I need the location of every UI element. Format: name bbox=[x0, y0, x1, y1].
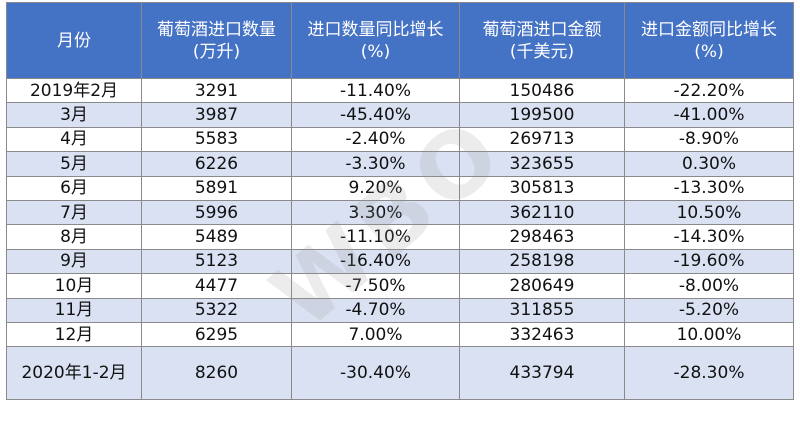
cell-quantity-yoy: -16.40% bbox=[291, 248, 460, 275]
cell-quantity: 5489 bbox=[141, 224, 292, 250]
cell-quantity-yoy: -45.40% bbox=[291, 102, 460, 128]
cell-amount-yoy: -13.30% bbox=[624, 175, 794, 201]
header-month-label: 月份 bbox=[57, 30, 91, 51]
header-amount-yoy-line2: (%) bbox=[694, 41, 724, 62]
table-body: 2019年2月 3291 -11.40% 150486 -22.20% 3月 3987 -45… bbox=[6, 77, 794, 401]
table-row: 4月 5583 -2.40% 269713 -8.90% bbox=[6, 126, 794, 153]
cell-amount: 332463 bbox=[459, 321, 625, 348]
cell-quantity: 3291 bbox=[141, 77, 292, 104]
cell-amount: 280649 bbox=[459, 273, 625, 299]
header-quantity-yoy-line2: (%) bbox=[360, 41, 391, 62]
cell-quantity: 5583 bbox=[141, 126, 292, 153]
cell-amount: 150486 bbox=[459, 77, 625, 104]
wine-import-table: 月份 葡萄酒进口数量 (万升) 进口数量同比增长 (%) 葡萄酒进口金额 (千美… bbox=[6, 2, 794, 401]
cell-quantity: 4477 bbox=[141, 273, 292, 299]
header-row: 月份 葡萄酒进口数量 (万升) 进口数量同比增长 (%) 葡萄酒进口金额 (千美… bbox=[6, 2, 794, 79]
cell-quantity-yoy: -4.70% bbox=[291, 297, 460, 323]
cell-month: 12月 bbox=[6, 321, 142, 348]
cell-amount-yoy: -14.30% bbox=[624, 224, 794, 250]
table-row: 12月 6295 7.00% 332463 10.00% bbox=[6, 321, 794, 348]
cell-amount-yoy: -28.30% bbox=[624, 346, 794, 401]
table-row: 10月 4477 -7.50% 280649 -8.00% bbox=[6, 273, 794, 299]
cell-amount: 362110 bbox=[459, 199, 625, 226]
cell-quantity-yoy: 9.20% bbox=[291, 175, 460, 201]
cell-month: 10月 bbox=[6, 273, 142, 299]
cell-month: 4月 bbox=[6, 126, 142, 153]
cell-month: 5月 bbox=[6, 151, 142, 177]
cell-amount-yoy: -19.60% bbox=[624, 248, 794, 275]
cell-quantity: 5891 bbox=[141, 175, 292, 201]
cell-amount: 199500 bbox=[459, 102, 625, 128]
cell-quantity: 5322 bbox=[141, 297, 292, 323]
cell-amount-yoy: -41.00% bbox=[624, 102, 794, 128]
table-row: 8月 5489 -11.10% 298463 -14.30% bbox=[6, 224, 794, 250]
table-row: 11月 5322 -4.70% 311855 -5.20% bbox=[6, 297, 794, 323]
table-row: 3月 3987 -45.40% 199500 -41.00% bbox=[6, 102, 794, 128]
cell-amount-yoy: -22.20% bbox=[624, 77, 794, 104]
cell-quantity: 8260 bbox=[141, 346, 292, 401]
cell-month: 8月 bbox=[6, 224, 142, 250]
cell-amount-yoy: 0.30% bbox=[624, 151, 794, 177]
header-amount-yoy-line1: 进口金额同比增长 bbox=[641, 19, 777, 40]
cell-month: 6月 bbox=[6, 175, 142, 201]
table-header: 月份 葡萄酒进口数量 (万升) 进口数量同比增长 (%) 葡萄酒进口金额 (千美… bbox=[6, 2, 794, 79]
cell-amount-yoy: -8.90% bbox=[624, 126, 794, 153]
cell-amount-yoy: -5.20% bbox=[624, 297, 794, 323]
header-quantity-line1: 葡萄酒进口数量 bbox=[157, 19, 276, 40]
cell-month: 9月 bbox=[6, 248, 142, 275]
header-amount: 葡萄酒进口金额 (千美元) bbox=[459, 2, 625, 79]
cell-quantity-yoy: -2.40% bbox=[291, 126, 460, 153]
cell-month: 11月 bbox=[6, 297, 142, 323]
cell-amount: 298463 bbox=[459, 224, 625, 250]
cell-amount: 311855 bbox=[459, 297, 625, 323]
cell-amount-yoy: -8.00% bbox=[624, 273, 794, 299]
cell-quantity: 3987 bbox=[141, 102, 292, 128]
cell-amount: 305813 bbox=[459, 175, 625, 201]
table-row: 9月 5123 -16.40% 258198 -19.60% bbox=[6, 248, 794, 275]
header-month: 月份 bbox=[6, 2, 142, 79]
cell-quantity-yoy: 7.00% bbox=[291, 321, 460, 348]
table-row: 7月 5996 3.30% 362110 10.50% bbox=[6, 199, 794, 226]
header-amount-line1: 葡萄酒进口金额 bbox=[482, 19, 602, 40]
header-quantity-yoy: 进口数量同比增长 (%) bbox=[291, 2, 460, 79]
cell-quantity-yoy: -11.10% bbox=[291, 224, 460, 250]
cell-quantity-yoy: -7.50% bbox=[291, 273, 460, 299]
wine-import-table-container: 月份 葡萄酒进口数量 (万升) 进口数量同比增长 (%) 葡萄酒进口金额 (千美… bbox=[6, 2, 794, 401]
cell-month: 3月 bbox=[6, 102, 142, 128]
cell-amount: 433794 bbox=[459, 346, 625, 401]
table-row: 6月 5891 9.20% 305813 -13.30% bbox=[6, 175, 794, 201]
header-quantity: 葡萄酒进口数量 (万升) bbox=[141, 2, 292, 79]
cell-quantity-yoy: -30.40% bbox=[291, 346, 460, 401]
cell-amount: 269713 bbox=[459, 126, 625, 153]
cell-amount: 323655 bbox=[459, 151, 625, 177]
table-row: 2019年2月 3291 -11.40% 150486 -22.20% bbox=[6, 77, 794, 104]
cell-month: 7月 bbox=[6, 199, 142, 226]
table-row: 2020年1-2月 8260 -30.40% 433794 -28.30% bbox=[6, 346, 794, 401]
cell-quantity-yoy: -3.30% bbox=[291, 151, 460, 177]
cell-quantity-yoy: -11.40% bbox=[291, 77, 460, 104]
cell-month: 2019年2月 bbox=[6, 77, 142, 104]
cell-quantity: 5996 bbox=[141, 199, 292, 226]
cell-quantity: 6226 bbox=[141, 151, 292, 177]
cell-amount: 258198 bbox=[459, 248, 625, 275]
header-quantity-yoy-line1: 进口数量同比增长 bbox=[307, 19, 444, 40]
header-amount-line2: (千美元) bbox=[509, 41, 575, 62]
cell-quantity-yoy: 3.30% bbox=[291, 199, 460, 226]
table-row: 5月 6226 -3.30% 323655 0.30% bbox=[6, 151, 794, 177]
cell-amount-yoy: 10.00% bbox=[624, 321, 794, 348]
header-quantity-line2: (万升) bbox=[192, 41, 241, 62]
cell-amount-yoy: 10.50% bbox=[624, 199, 794, 226]
header-amount-yoy: 进口金额同比增长 (%) bbox=[624, 2, 794, 79]
cell-quantity: 6295 bbox=[141, 321, 292, 348]
cell-quantity: 5123 bbox=[141, 248, 292, 275]
cell-month: 2020年1-2月 bbox=[6, 346, 142, 401]
